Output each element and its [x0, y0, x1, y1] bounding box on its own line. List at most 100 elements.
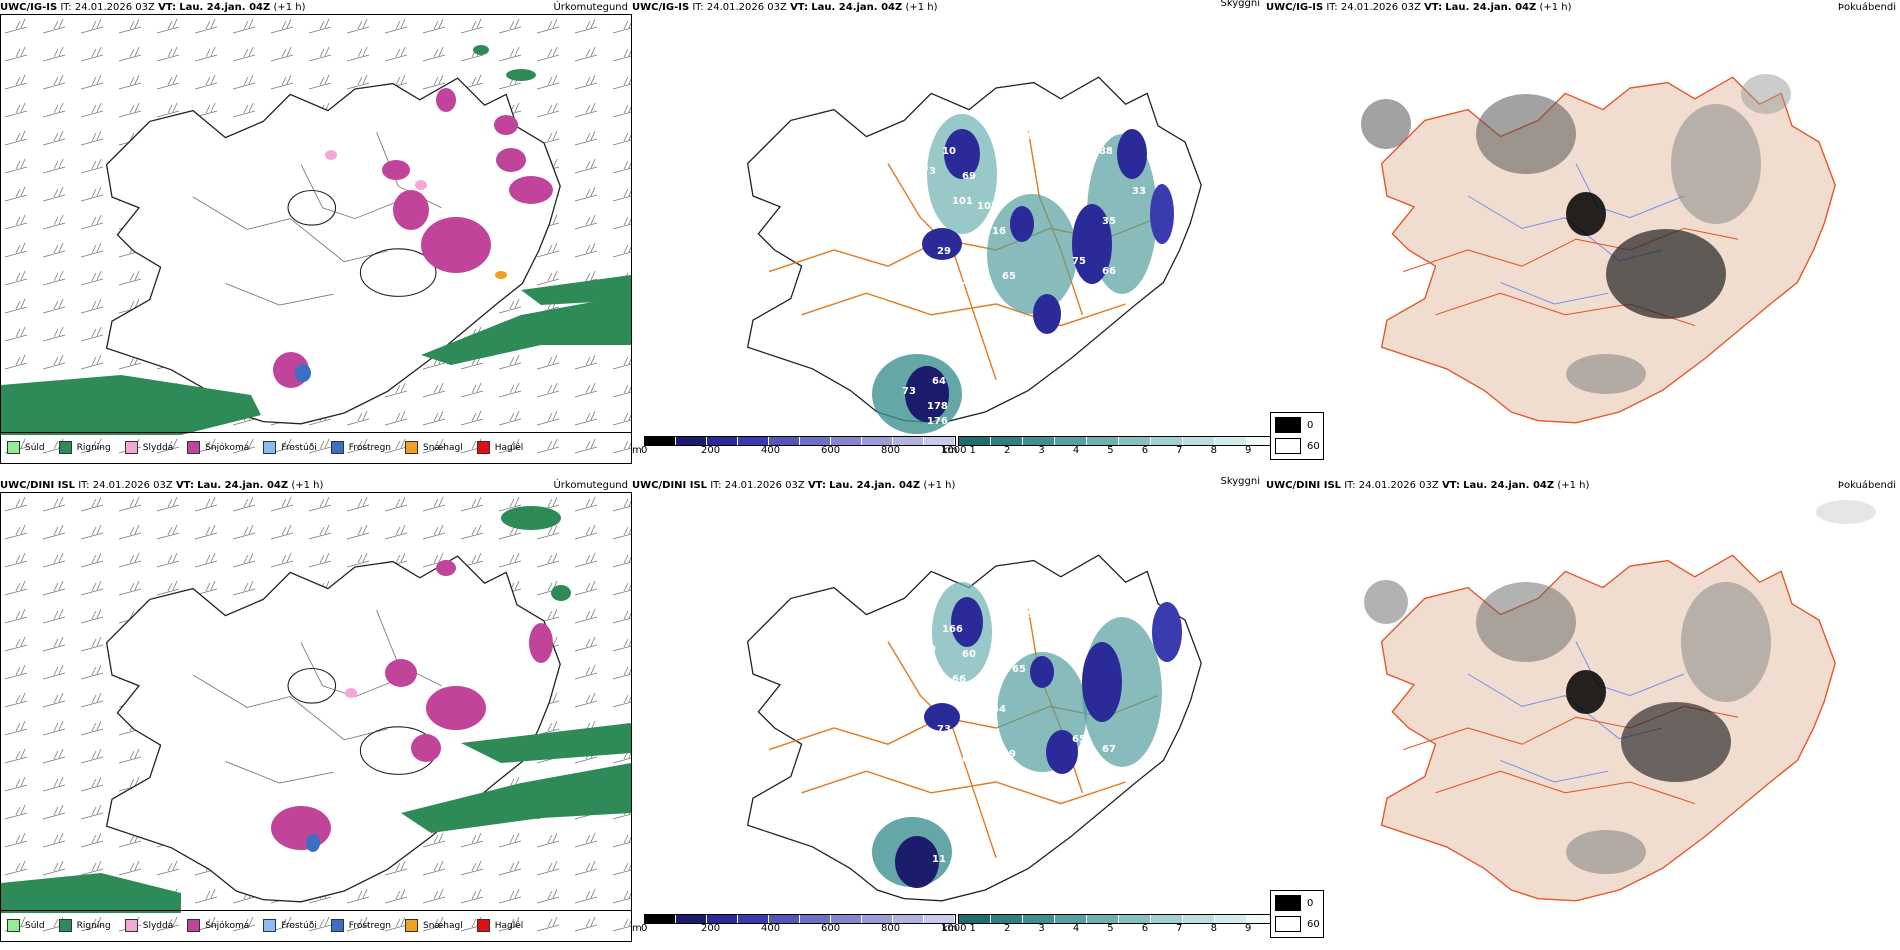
- colorbar-tick: 1: [969, 445, 976, 456]
- vt-value: Lau. 24.jan. 04Z: [1463, 480, 1555, 491]
- colorbar-cell: [862, 915, 893, 923]
- it-value: 24.01.2026 03Z: [724, 480, 805, 491]
- legend-swatch: [124, 919, 138, 932]
- colorbar-tick: 5: [1107, 923, 1114, 934]
- visibility-value-label: 188: [1092, 146, 1113, 157]
- precip-panel-top: UWC/IG-IS IT: 24.01.2026 03Z VT: Lau. 24…: [0, 0, 632, 470]
- visibility-value-label: 67: [972, 376, 986, 387]
- colorbar-cell: [800, 915, 831, 923]
- precip-areas: [1, 506, 631, 913]
- visibility-value-label: 76: [1102, 346, 1116, 357]
- vt-value: Lau. 24.jan. 04Z: [197, 480, 289, 491]
- lead-time: (+1 h): [1539, 2, 1572, 13]
- colorbar-cell: [1215, 915, 1247, 923]
- vt-label: VT:: [807, 480, 826, 491]
- precip-panel-bottom: UWC/DINI ISL IT: 24.01.2026 03Z VT: Lau.…: [0, 478, 632, 948]
- visibility-areas: [872, 114, 1174, 434]
- colorbar-tick: 1000: [941, 923, 967, 934]
- colorbar-cell: [676, 915, 707, 923]
- visibility-value-label: 73: [902, 386, 916, 397]
- model-name: UWC/DINI ISL: [1266, 480, 1342, 491]
- legend-swatch: [263, 441, 277, 454]
- vt-label: VT:: [1424, 2, 1443, 13]
- fog-legend-row: 60: [1275, 916, 1320, 932]
- glacier-outline: [287, 189, 337, 226]
- legend-item: Frostregn: [330, 919, 391, 932]
- colorbar-cell: [1087, 437, 1119, 445]
- it-value: 24.01.2026 03Z: [74, 2, 155, 13]
- colorbar-cell: [959, 437, 991, 445]
- colorbar-unit: km: [942, 445, 958, 456]
- colorbar-tick: 200: [701, 445, 721, 456]
- fog-index-areas: [1361, 74, 1791, 394]
- visibility-value-label: 75: [1072, 256, 1086, 267]
- panel-header: UWC/IG-IS IT: 24.01.2026 03Z VT: Lau. 24…: [1266, 2, 1900, 16]
- vt-value: Lau. 24.jan. 04Z: [829, 480, 921, 491]
- colorbar-tick: 400: [761, 923, 781, 934]
- visibility-value-label: 66: [952, 674, 966, 685]
- colorbar-m-bar: [644, 914, 956, 924]
- visibility-value-label: 166: [942, 624, 963, 635]
- vt-value: Lau. 24.jan. 04Z: [1445, 2, 1537, 13]
- colorbar-tick: 4: [1072, 445, 1080, 456]
- visibility-value-label: 21: [962, 276, 976, 287]
- visibility-value-label: 64: [932, 376, 946, 387]
- visibility-value-label: 113: [952, 66, 973, 77]
- precip-map: [0, 492, 632, 942]
- colorbar-cell: [1087, 915, 1119, 923]
- legend-swatch: [405, 919, 419, 932]
- colorbar-tick: 8: [1210, 923, 1217, 934]
- colorbar-cell: [924, 915, 955, 923]
- colorbar-cell: [707, 915, 738, 923]
- colorbar-cell: [831, 437, 862, 445]
- it-label: IT:: [1344, 480, 1356, 491]
- legend-swatch: [405, 441, 419, 454]
- colorbar-unit: km: [942, 923, 958, 934]
- legend-swatch: [263, 919, 277, 932]
- legend-item: Frostúði: [263, 441, 317, 454]
- colorbar-cell: [645, 437, 676, 445]
- visibility-value-label: 29: [937, 246, 951, 257]
- it-value: 24.01.2026 03Z: [1358, 480, 1439, 491]
- model-name: UWC/IG-IS: [632, 2, 690, 13]
- vt-value: Lau. 24.jan. 04Z: [179, 2, 271, 13]
- legend-item: Frostregn: [330, 441, 391, 454]
- fog-legend-row: 0: [1275, 417, 1313, 433]
- colorbar-cell: [800, 437, 831, 445]
- visibility-value-label: 87: [977, 679, 991, 690]
- colorbar-cell: [738, 915, 769, 923]
- visibility-value-label: 60: [962, 649, 976, 660]
- colorbar-tick: 600: [821, 923, 841, 934]
- it-label: IT:: [692, 2, 704, 13]
- precip-legend: Súld Rigning Slydda Snjókoma Frostúði Fr…: [1, 910, 631, 940]
- visibility-map: 49 113 11 18 17 24 88 10 73 69 83 101 107 87 16 29 21 65 7…: [737, 56, 1202, 434]
- colorbar-tick: 3: [1038, 923, 1045, 934]
- visibility-value-label: 24: [992, 116, 1006, 127]
- colorbar-tick: 6: [1141, 445, 1149, 456]
- colorbar-tick: 3: [1038, 445, 1045, 456]
- visibility-value-label: 101: [952, 196, 973, 207]
- visibility-value-label: 66: [1102, 266, 1116, 277]
- legend-swatch: [476, 441, 490, 454]
- colorbar-cell: [991, 915, 1023, 923]
- colorbar-cell: [769, 437, 800, 445]
- visibility-value-label: 16: [992, 226, 1006, 237]
- legend-swatch: [7, 441, 20, 454]
- visibility-value-label: 8: [737, 599, 744, 610]
- vt-label: VT:: [158, 2, 177, 13]
- colorbar-tick: 7: [1176, 445, 1183, 456]
- colorbar-tick: 4: [1072, 923, 1080, 934]
- vt-label: VT:: [175, 480, 194, 491]
- legend-item: Slydda: [124, 441, 173, 454]
- legend-item: Slydda: [124, 919, 173, 932]
- legend-swatch: [58, 441, 72, 454]
- colorbar-tick: 2: [1003, 445, 1011, 456]
- visibility-areas: [872, 582, 1182, 888]
- visibility-value-label: 17: [737, 121, 751, 132]
- colorbar-cell: [676, 437, 707, 445]
- visibility-value-label: 73: [937, 724, 951, 735]
- legend-item: Rigning: [58, 441, 111, 454]
- colorbar-tick: 0: [641, 445, 648, 456]
- rivers: [192, 610, 442, 784]
- colorbar-cell: [1151, 915, 1183, 923]
